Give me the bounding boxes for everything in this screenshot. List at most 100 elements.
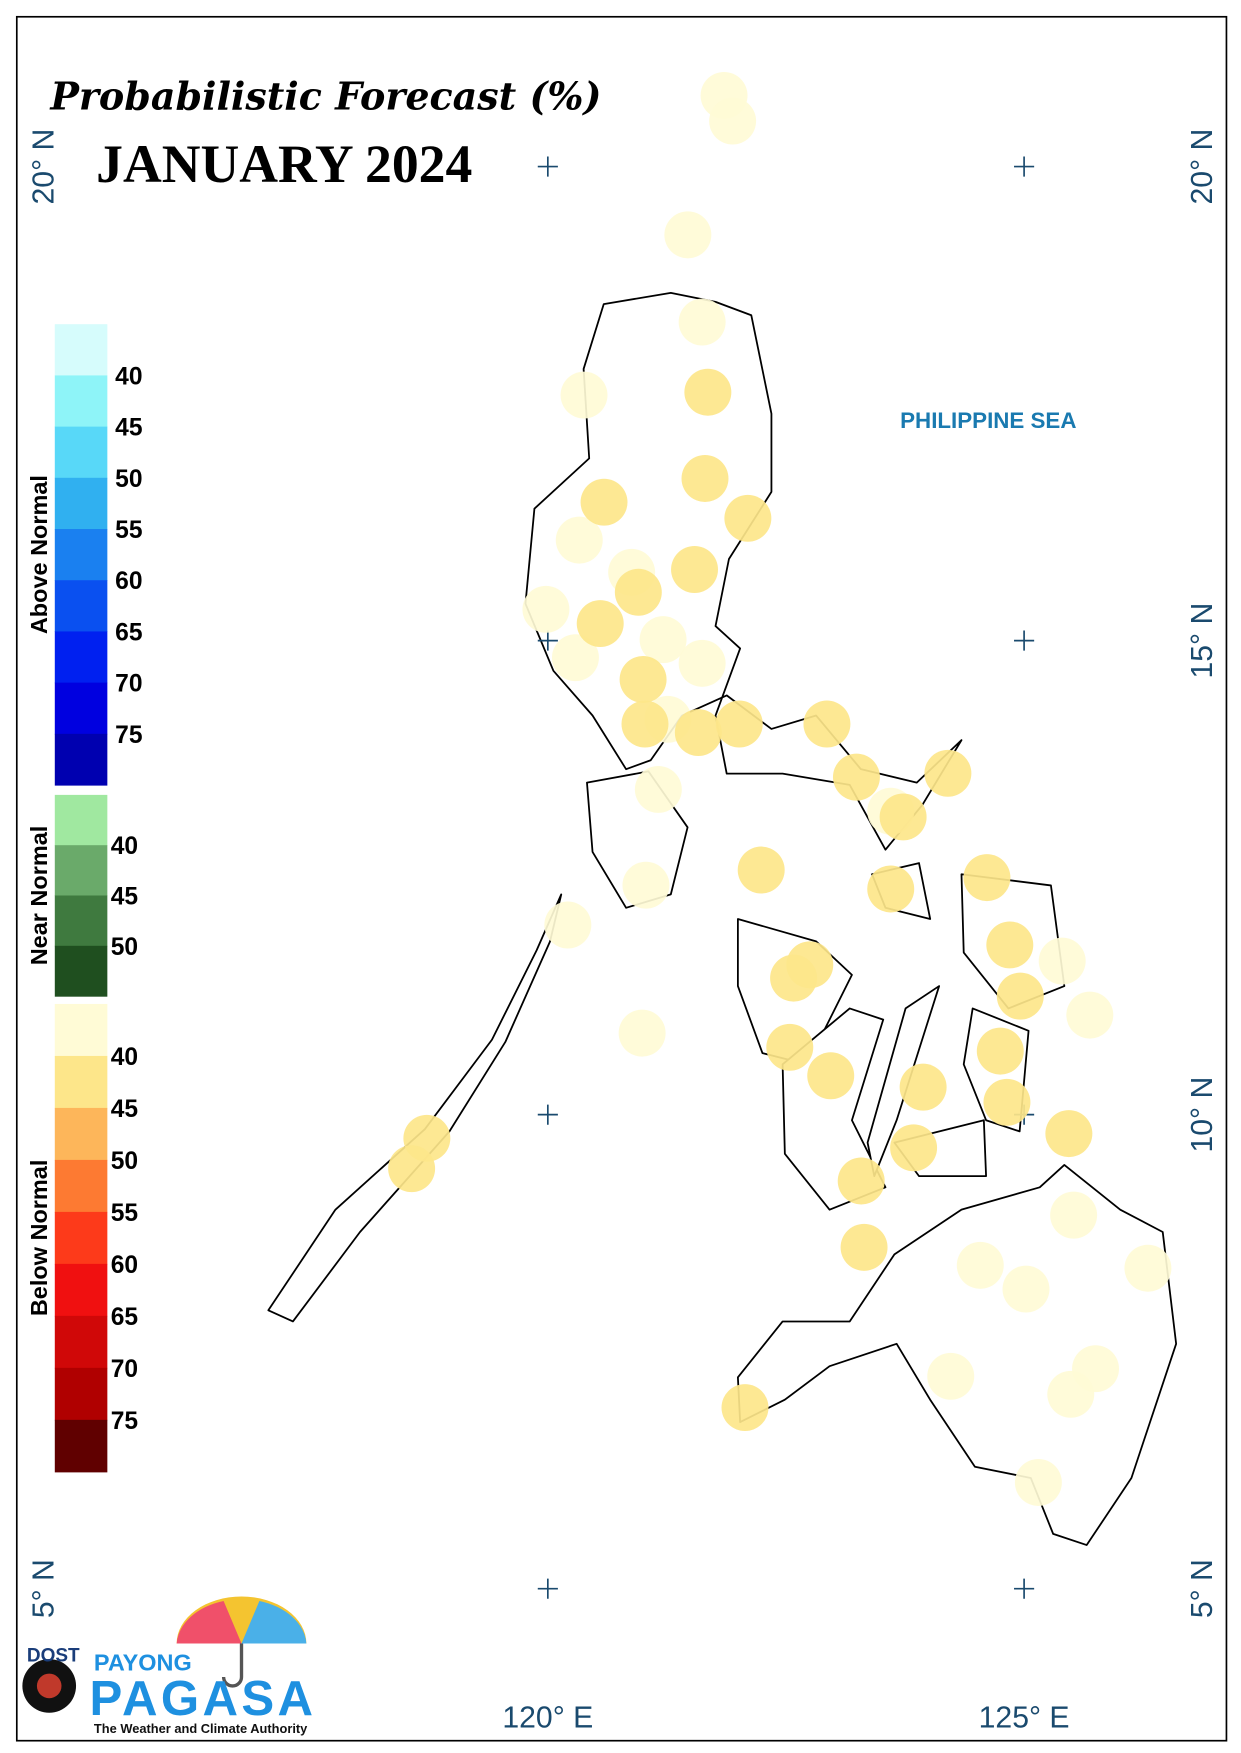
station [1066,991,1114,1039]
station [1014,1458,1062,1506]
legend-tick-label: 75 [111,1408,138,1435]
legend-tick-label: 70 [115,671,142,698]
station [879,793,927,841]
station [996,972,1044,1020]
logo-tagline: The Weather and Climate Authority [94,1721,308,1736]
umbrella-handle [221,1643,244,1688]
legend-swatch [54,895,108,947]
legend-swatch [54,1003,108,1057]
station [560,371,608,419]
station [924,749,972,797]
grid-cross [1014,630,1035,651]
station [737,846,785,894]
sea-label: PHILIPPINE SEA [900,408,1076,433]
graticule [537,156,1035,1599]
legend-swatch [54,426,108,479]
legend-tick-label: 55 [115,517,142,544]
umbrella-right [241,1600,307,1644]
lat-label: 5° N [1186,1559,1219,1618]
legend-tick-label: 40 [115,363,142,390]
legend-tick-label: 40 [111,833,138,860]
legend-swatch [54,1367,108,1421]
station [619,655,667,703]
station [832,753,880,801]
logo-line1: PAYONG [94,1649,192,1675]
logo-line2: PAGASA [89,1671,316,1726]
station [890,1124,938,1172]
station [766,1023,814,1071]
station [621,700,669,748]
station [664,211,712,259]
station [770,954,818,1002]
legend-swatch [54,1159,108,1213]
station [1050,1191,1098,1239]
station [618,1009,666,1057]
station [671,546,718,593]
lat-label: 15° N [1186,603,1219,679]
legend-tick-label: 45 [115,415,142,442]
legend-group-label: Below Normal [26,1160,52,1317]
legend-swatch [54,1263,108,1317]
station [639,616,687,664]
station [681,455,729,502]
lon-label: 125° E [979,1701,1070,1734]
legend-swatch [54,682,108,735]
lon-label: 120° E [502,1701,593,1734]
station [622,861,670,909]
legend-tick-label: 50 [115,466,142,493]
legend-tick-label: 50 [111,934,138,961]
legend-tick-label: 55 [111,1200,138,1227]
legend-tick-label: 45 [111,1096,138,1123]
station [388,1145,436,1193]
legend-swatch [54,1055,108,1109]
legend-swatch [54,375,108,428]
legend-swatch [54,1315,108,1369]
station [614,568,662,616]
lat-label: 20° N [1186,129,1219,205]
legend-swatch [54,580,108,632]
station [678,639,726,687]
legend-tick-label: 60 [111,1252,138,1279]
station [715,700,763,748]
legend-swatch [54,794,108,846]
station [724,494,772,542]
station [983,1078,1031,1126]
legend-swatch [54,529,108,581]
legend-tick-label: 70 [111,1356,138,1383]
station [678,298,726,346]
station [927,1352,975,1400]
station [684,368,732,416]
lat-label: 5° N [28,1559,61,1618]
legend-swatch [54,1419,108,1473]
legend-swatch [54,733,108,786]
station [709,97,757,145]
station [551,634,599,682]
labels: 120° E 125° E 20° N 20° N 15° N 10° N 5° N 5° N [28,129,1219,1735]
grid-cross [537,156,558,177]
legend-tick-label: 75 [115,722,142,749]
lat-label: 10° N [1186,1077,1219,1153]
pagasa-seal [36,1673,62,1699]
legend-tick-label: 65 [115,619,142,646]
grid-cross [537,630,558,651]
grid-cross [537,1104,558,1125]
logo: DOST PAYONG PAGASA The Weather and Clima… [22,1596,316,1736]
map-subtitle: JANUARY 2024 [96,134,472,194]
grid-cross [1014,156,1035,177]
map-title: Probabilistic Forecast (%) [49,74,601,119]
station [674,709,722,757]
legend-swatch [54,324,108,376]
legend-tick-label: 45 [111,883,138,910]
station [1045,1110,1093,1158]
grid-cross [537,1578,558,1599]
station [580,478,628,526]
station [963,854,1011,902]
station [986,921,1034,969]
legend-tick-label: 60 [115,568,142,595]
station [1124,1244,1172,1292]
legend-swatch [54,631,108,684]
station [837,1157,885,1205]
station [956,1241,1004,1289]
